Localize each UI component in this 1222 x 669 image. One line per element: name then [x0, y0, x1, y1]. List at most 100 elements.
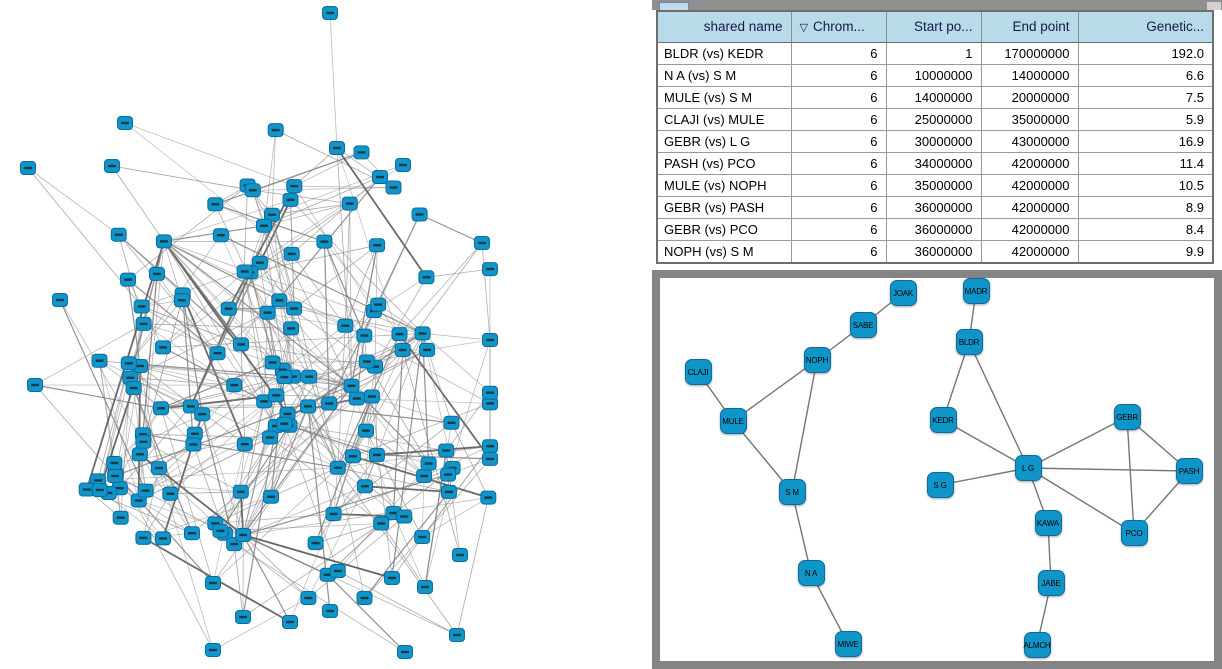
graph-node[interactable]	[414, 530, 431, 544]
graph-node[interactable]	[357, 479, 373, 494]
subnetwork-canvas[interactable]: JOAK SABE NOPH CLAJI MULE S M N A MIWE MADR BLDR K…	[660, 278, 1214, 661]
graph-node[interactable]	[155, 531, 171, 546]
graph-node[interactable]	[162, 486, 179, 501]
graph-node[interactable]	[27, 378, 43, 392]
graph-node[interactable]	[104, 159, 120, 173]
graph-node[interactable]	[184, 526, 200, 541]
graph-node[interactable]	[300, 591, 317, 605]
graph-node[interactable]	[226, 378, 243, 393]
network-node-noph[interactable]: NOPH	[803, 347, 831, 373]
graph-node[interactable]	[267, 123, 284, 138]
graph-node[interactable]	[480, 490, 497, 505]
main-network-canvas[interactable]	[0, 0, 652, 669]
graph-node[interactable]	[344, 449, 361, 464]
network-node-claji[interactable]: CLAJI	[684, 359, 712, 385]
graph-node[interactable]	[212, 523, 229, 538]
network-node-kedr[interactable]: KEDR	[929, 407, 957, 433]
graph-node[interactable]	[155, 340, 171, 355]
graph-node[interactable]	[153, 401, 169, 416]
table-row[interactable]: BLDR (vs) KEDR 6 1 170000000 192.0	[658, 41, 1212, 64]
graph-node[interactable]	[235, 528, 252, 542]
graph-node[interactable]	[343, 378, 360, 393]
network-node-madr[interactable]: MADR	[962, 278, 990, 304]
graph-node[interactable]	[329, 460, 346, 475]
network-node-jabe[interactable]: JABE	[1037, 570, 1065, 596]
graph-node[interactable]	[20, 161, 36, 175]
graph-node[interactable]	[107, 469, 124, 483]
filter-icon[interactable]: ▽	[799, 22, 808, 35]
graph-node[interactable]	[264, 207, 280, 222]
graph-node[interactable]	[329, 564, 346, 578]
graph-node[interactable]	[438, 443, 455, 458]
table-row[interactable]: MULE (vs) NOPH 6 35000000 42000000 10.5	[658, 173, 1212, 196]
column-header-end-point[interactable]: End point	[980, 12, 1078, 43]
graph-node[interactable]	[358, 423, 374, 438]
graph-node[interactable]	[358, 354, 375, 369]
graph-node[interactable]	[150, 461, 167, 476]
graph-node[interactable]	[394, 343, 411, 357]
graph-node[interactable]	[125, 381, 142, 395]
network-node-bldr[interactable]: BLDR	[955, 329, 983, 355]
graph-node[interactable]	[271, 293, 288, 308]
graph-node[interactable]	[264, 355, 281, 370]
graph-node[interactable]	[131, 447, 148, 462]
network-node-mule[interactable]: MULE	[719, 408, 747, 434]
network-node-l-g[interactable]: L G	[1014, 455, 1042, 481]
graph-node[interactable]	[373, 516, 390, 531]
graph-node[interactable]	[78, 482, 95, 497]
graph-node[interactable]	[369, 238, 386, 253]
graph-node[interactable]	[370, 297, 387, 312]
graph-node[interactable]	[106, 456, 123, 470]
table-row[interactable]: MULE (vs) S M 6 14000000 20000000 7.5	[658, 85, 1212, 108]
graph-node[interactable]	[263, 489, 279, 504]
graph-node[interactable]	[52, 293, 68, 307]
graph-node[interactable]	[185, 437, 202, 452]
graph-node[interactable]	[316, 234, 333, 249]
graph-node[interactable]	[384, 571, 400, 585]
graph-node[interactable]	[482, 333, 498, 347]
graph-node[interactable]	[356, 328, 373, 343]
graph-node[interactable]	[133, 299, 150, 314]
graph-node[interactable]	[452, 548, 468, 562]
graph-node[interactable]	[212, 228, 229, 243]
column-header-start-po[interactable]: Start po...	[885, 12, 981, 43]
graph-node[interactable]	[443, 415, 460, 430]
graph-node[interactable]	[372, 170, 388, 184]
graph-node[interactable]	[482, 385, 498, 400]
graph-node[interactable]	[329, 141, 345, 155]
graph-node[interactable]	[417, 580, 433, 594]
network-node-almch[interactable]: ALMCH	[1023, 632, 1051, 658]
graph-node[interactable]	[301, 369, 318, 384]
graph-node[interactable]	[117, 116, 133, 130]
graph-node[interactable]	[337, 318, 354, 333]
graph-node[interactable]	[397, 645, 413, 659]
graph-node[interactable]	[232, 484, 249, 499]
graph-node[interactable]	[283, 321, 300, 336]
graph-node[interactable]	[419, 342, 436, 357]
graph-node[interactable]	[220, 301, 237, 316]
graph-node[interactable]	[395, 158, 411, 172]
graph-node[interactable]	[110, 227, 127, 242]
table-row[interactable]: GEBR (vs) PASH 6 36000000 42000000 8.9	[658, 195, 1212, 218]
graph-node[interactable]	[135, 434, 152, 449]
graph-node[interactable]	[325, 507, 342, 521]
graph-node[interactable]	[420, 456, 437, 471]
panel-tab[interactable]	[659, 2, 689, 10]
graph-node[interactable]	[482, 439, 498, 454]
graph-node[interactable]	[149, 266, 165, 281]
graph-node[interactable]	[341, 196, 358, 211]
graph-node[interactable]	[482, 262, 498, 277]
graph-node[interactable]	[286, 179, 303, 194]
graph-node[interactable]	[307, 536, 324, 551]
graph-node[interactable]	[440, 467, 457, 482]
graph-node[interactable]	[236, 264, 253, 279]
graph-node[interactable]	[418, 270, 435, 285]
graph-node[interactable]	[236, 437, 253, 452]
network-node-gebr[interactable]: GEBR	[1113, 404, 1141, 430]
graph-node[interactable]	[120, 356, 137, 371]
graph-node[interactable]	[391, 327, 408, 342]
table-row[interactable]: GEBR (vs) PCO 6 36000000 42000000 8.4	[658, 217, 1212, 240]
network-node-joak[interactable]: JOAK	[889, 280, 917, 306]
graph-node[interactable]	[173, 293, 190, 308]
graph-node[interactable]	[209, 346, 226, 361]
